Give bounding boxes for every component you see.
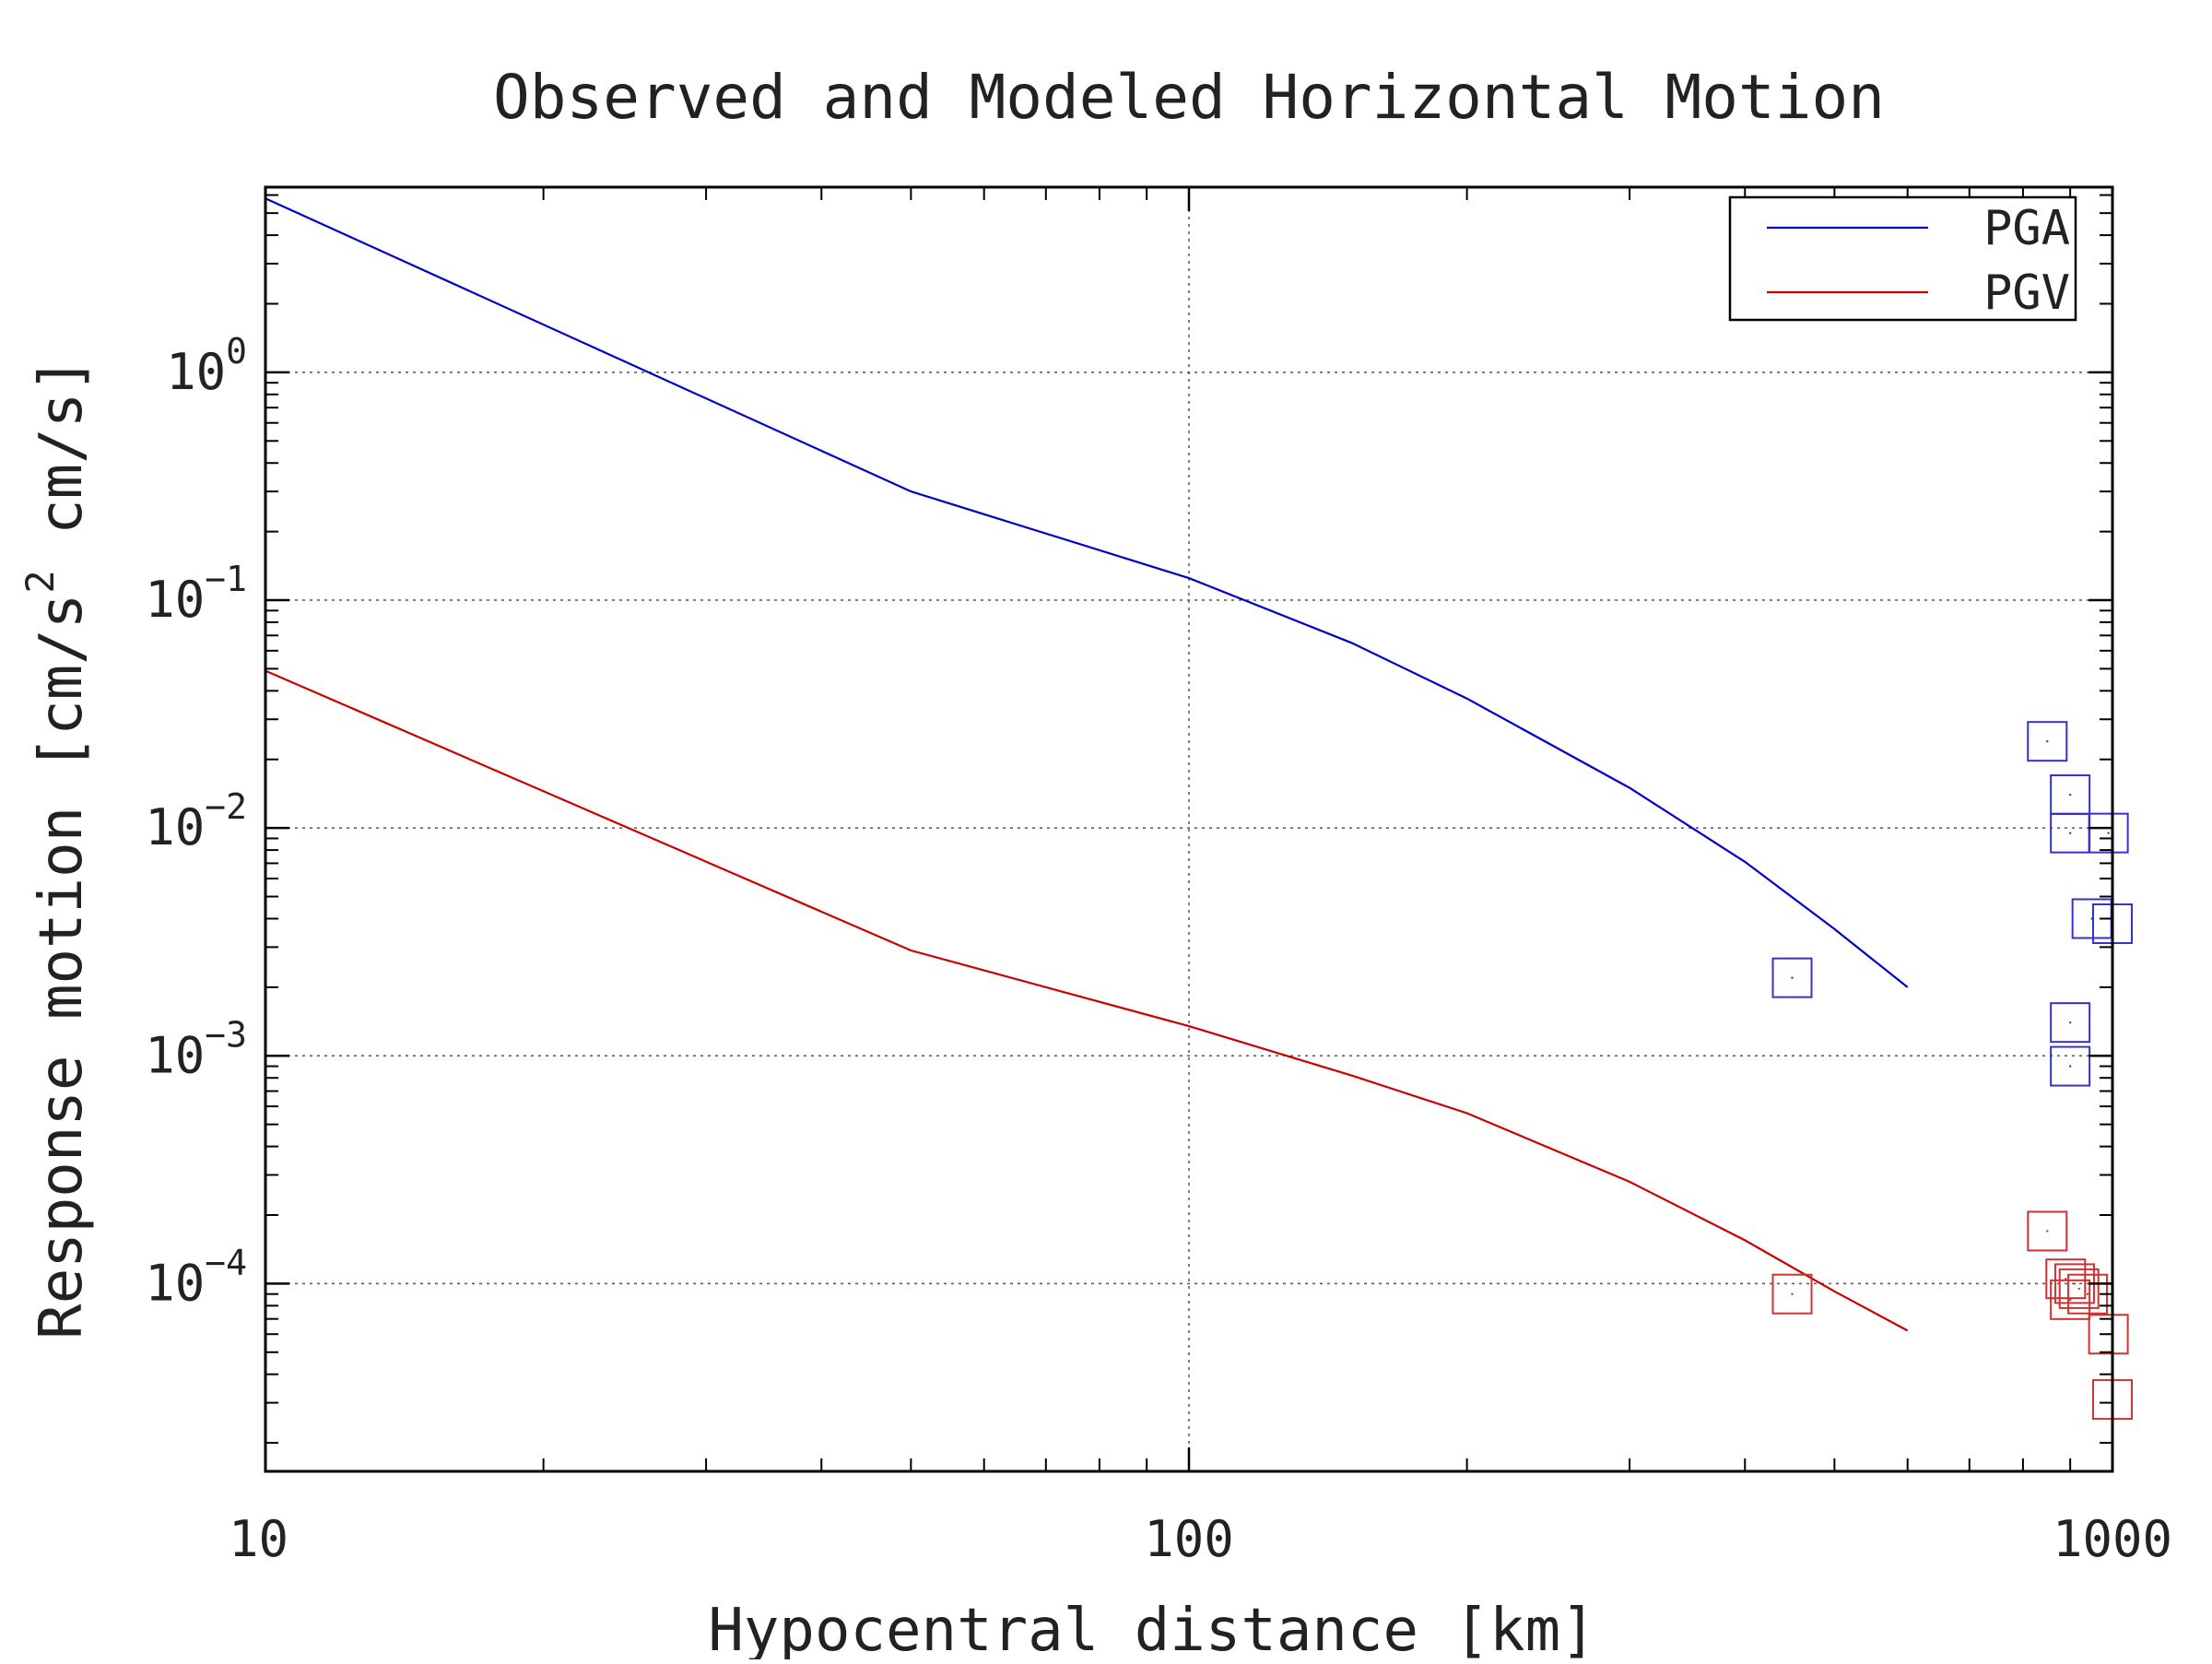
observed-marker-dot-pgv <box>2086 1292 2089 1295</box>
y-tick-label: 10−3 <box>145 1014 247 1084</box>
y-tick-exponent: −1 <box>205 559 247 599</box>
y-tick-base: 10 <box>166 343 226 401</box>
observed-marker-pga <box>2027 721 2068 762</box>
x-tick-label: 100 <box>1144 1510 1234 1568</box>
y-axis-label-tail: cm/s] <box>28 357 96 570</box>
observed-marker-pgv <box>2058 1268 2100 1309</box>
observed-marker-dot-pgv <box>2068 1298 2072 1302</box>
y-axis-label-sup: 2 <box>18 570 63 593</box>
y-tick-exponent: −3 <box>205 1014 247 1055</box>
observed-marker-dot-pgv <box>2046 1230 2049 1233</box>
legend-box <box>1728 195 2077 322</box>
y-tick-exponent: 0 <box>226 331 247 372</box>
observed-marker-dot-pgv <box>2073 1282 2077 1285</box>
observed-marker-pga <box>1771 957 1813 998</box>
y-tick-label: 10−4 <box>145 1242 247 1312</box>
series-line-pga <box>265 197 1909 988</box>
observed-marker-dot-pga <box>1791 976 1794 979</box>
y-tick-label: 100 <box>166 331 247 401</box>
legend-label-pgv: PGV <box>1983 266 2070 321</box>
marker-layer <box>1771 721 2133 1421</box>
y-axis-label-text: Response motion [cm/s <box>28 594 96 1339</box>
observed-marker-pgv <box>2050 1279 2091 1320</box>
observed-marker-pgv <box>2045 1258 2087 1300</box>
chart-title: Observed and Modeled Horizontal Motion <box>493 62 1885 133</box>
y-tick-exponent: −2 <box>205 786 247 827</box>
observed-marker-dot-pga <box>2107 832 2110 834</box>
observed-marker-dot-pgv <box>1791 1292 1794 1295</box>
y-tick-base: 10 <box>145 571 205 629</box>
x-axis-label: Hypocentral distance [km] <box>708 1597 1595 1659</box>
observed-marker-pgv <box>2088 1314 2129 1355</box>
y-tick-base: 10 <box>145 1254 205 1312</box>
y-tick-exponent: −4 <box>205 1242 247 1282</box>
observed-marker-dot-pga <box>2068 793 2072 797</box>
observed-marker-dot-pga <box>2068 1021 2072 1024</box>
observed-marker-dot-pga <box>2068 1065 2072 1068</box>
grid-layer <box>265 187 2112 1471</box>
y-tick-base: 10 <box>145 1026 205 1084</box>
observed-marker-pgv <box>1771 1273 1813 1315</box>
observed-marker-dot-pgv <box>2065 1277 2067 1280</box>
y-tick-label: 10−1 <box>145 559 247 629</box>
observed-marker-dot-pga <box>2068 832 2072 834</box>
observed-marker-pgv <box>2027 1210 2068 1252</box>
x-tick-label: 10 <box>229 1510 288 1568</box>
y-tick-base: 10 <box>145 798 205 856</box>
observed-marker-pga <box>2050 1045 2091 1087</box>
x-tick-label: 1000 <box>2053 1510 2172 1568</box>
observed-marker-dot-pga <box>2046 739 2049 743</box>
observed-marker-pga <box>2088 812 2129 854</box>
y-tick-label: 10−2 <box>145 786 247 856</box>
legend: PGA PGV <box>1728 195 2077 322</box>
observed-marker-dot-pgv <box>2077 1287 2080 1291</box>
plot-frame <box>264 185 2114 1473</box>
legend-label-pga: PGA <box>1983 201 2070 256</box>
observed-marker-pga <box>2050 1002 2091 1044</box>
y-axis-label: Response motion [cm/s2 cm/s] <box>18 357 96 1339</box>
